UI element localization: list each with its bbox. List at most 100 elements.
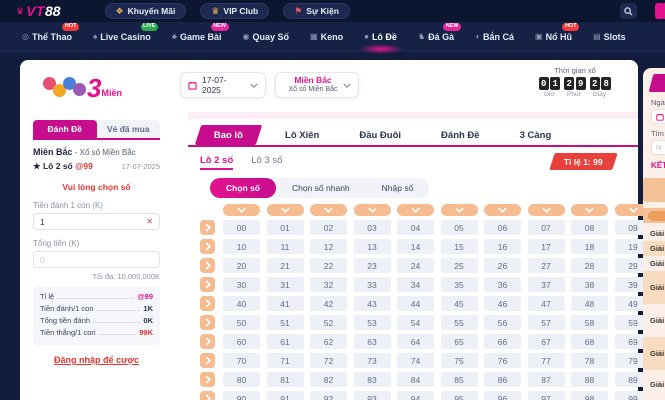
number-cell-46[interactable]: 46 [484, 296, 521, 311]
number-cell-28[interactable]: 28 [571, 258, 608, 273]
number-cell-21[interactable]: 21 [266, 258, 304, 273]
number-cell-96[interactable]: 96 [484, 391, 521, 400]
number-cell-07[interactable]: 07 [527, 220, 565, 235]
number-cell-18[interactable]: 18 [571, 239, 608, 254]
number-cell-24[interactable]: 24 [397, 258, 434, 273]
number-cell-48[interactable]: 48 [571, 296, 608, 311]
number-cell-85[interactable]: 85 [440, 372, 478, 387]
number-cell-30[interactable]: 30 [223, 277, 260, 292]
number-cell-98[interactable]: 98 [571, 391, 608, 400]
number-cell-58[interactable]: 58 [571, 315, 608, 330]
results-date-field[interactable] [651, 109, 665, 124]
number-cell-90[interactable]: 90 [223, 391, 260, 400]
column-select-6[interactable] [484, 204, 521, 216]
total-amount-input[interactable] [40, 254, 153, 265]
number-cell-49[interactable]: 49 [614, 296, 652, 311]
bet-amount-input[interactable] [40, 216, 147, 227]
number-cell-74[interactable]: 74 [397, 353, 434, 368]
number-cell-11[interactable]: 11 [266, 239, 304, 254]
number-cell-63[interactable]: 63 [353, 334, 391, 349]
column-select-3[interactable] [353, 204, 391, 216]
number-cell-81[interactable]: 81 [266, 372, 304, 387]
number-cell-05[interactable]: 05 [440, 220, 478, 235]
column-select-8[interactable] [571, 204, 608, 216]
number-cell-75[interactable]: 75 [440, 353, 478, 368]
number-cell-50[interactable]: 50 [223, 315, 260, 330]
number-cell-97[interactable]: 97 [527, 391, 565, 400]
number-cell-86[interactable]: 86 [484, 372, 521, 387]
number-cell-64[interactable]: 64 [397, 334, 434, 349]
nav-item-1[interactable]: ♠ Live Casino LIVE [93, 22, 158, 52]
column-select-1[interactable] [266, 204, 304, 216]
mode-pill-0[interactable]: Chọn số [210, 178, 276, 198]
subtab-0[interactable]: Lô 2 số [200, 155, 234, 170]
number-cell-09[interactable]: 09 [614, 220, 652, 235]
number-cell-78[interactable]: 78 [571, 353, 608, 368]
number-cell-84[interactable]: 84 [397, 372, 434, 387]
tab-1[interactable]: Lô Xiên [285, 129, 320, 141]
row-select-2[interactable] [200, 258, 215, 273]
number-cell-60[interactable]: 60 [223, 334, 260, 349]
number-cell-53[interactable]: 53 [353, 315, 391, 330]
menu-item-0[interactable]: ❖ Khuyến Mãi [104, 3, 187, 19]
tab-2[interactable]: Đầu Đuôi [359, 129, 402, 141]
tab-0[interactable]: Bao lô [194, 125, 263, 145]
number-cell-12[interactable]: 12 [310, 239, 347, 254]
number-cell-32[interactable]: 32 [310, 277, 347, 292]
number-cell-36[interactable]: 36 [484, 277, 521, 292]
column-select-7[interactable] [527, 204, 565, 216]
number-cell-55[interactable]: 55 [440, 315, 478, 330]
row-select-5[interactable] [200, 315, 215, 330]
number-cell-73[interactable]: 73 [353, 353, 391, 368]
nav-item-8[interactable]: ▣ Nổ Hũ HOT [535, 22, 580, 52]
nav-item-4[interactable]: ▦ Keno [310, 22, 343, 52]
nav-item-6[interactable]: ♞ Đá Gà NEW [418, 22, 462, 52]
results-panel-tab[interactable] [648, 74, 665, 92]
row-select-9[interactable] [200, 391, 215, 400]
number-cell-15[interactable]: 15 [440, 239, 478, 254]
number-cell-43[interactable]: 43 [353, 296, 391, 311]
number-cell-57[interactable]: 57 [527, 315, 565, 330]
number-cell-38[interactable]: 38 [571, 277, 608, 292]
number-cell-51[interactable]: 51 [266, 315, 304, 330]
number-cell-23[interactable]: 23 [353, 258, 391, 273]
number-cell-27[interactable]: 27 [527, 258, 565, 273]
number-cell-40[interactable]: 40 [223, 296, 260, 311]
login-cta-button[interactable] [655, 3, 665, 19]
row-select-7[interactable] [200, 353, 215, 368]
number-cell-59[interactable]: 59 [614, 315, 652, 330]
number-cell-01[interactable]: 01 [266, 220, 304, 235]
number-cell-87[interactable]: 87 [527, 372, 565, 387]
number-cell-62[interactable]: 62 [310, 334, 347, 349]
menu-item-1[interactable]: ♛ VIP Club [200, 3, 270, 19]
nav-item-9[interactable]: ▤ Slots [593, 22, 626, 52]
nav-item-7[interactable]: ◗ Bắn Cá [475, 22, 514, 52]
number-cell-88[interactable]: 88 [571, 372, 608, 387]
nav-item-5[interactable]: ● Lô Đề [357, 22, 404, 54]
number-cell-06[interactable]: 06 [484, 220, 521, 235]
nav-item-0[interactable]: ◎ Thể Thao HOT [22, 22, 79, 52]
number-cell-71[interactable]: 71 [266, 353, 304, 368]
row-select-1[interactable] [200, 239, 215, 254]
number-cell-99[interactable]: 99 [614, 391, 652, 400]
tab-ve-da-mua[interactable]: Vé đã mua [96, 120, 160, 138]
number-cell-77[interactable]: 77 [527, 353, 565, 368]
number-cell-95[interactable]: 95 [440, 391, 478, 400]
row-select-6[interactable] [200, 334, 215, 349]
nav-item-3[interactable]: ◉ Quay Số [243, 22, 290, 52]
number-cell-34[interactable]: 34 [397, 277, 434, 292]
number-cell-54[interactable]: 54 [397, 315, 434, 330]
row-select-8[interactable] [200, 372, 215, 387]
tab-4[interactable]: 3 Càng [519, 129, 552, 141]
number-cell-72[interactable]: 72 [310, 353, 347, 368]
number-cell-41[interactable]: 41 [266, 296, 304, 311]
clear-icon[interactable]: ✕ [146, 217, 153, 226]
tab-3[interactable]: Đánh Đề [441, 129, 480, 141]
number-cell-29[interactable]: 29 [614, 258, 652, 273]
number-cell-52[interactable]: 52 [310, 315, 347, 330]
number-cell-08[interactable]: 08 [571, 220, 608, 235]
column-select-4[interactable] [397, 204, 434, 216]
login-to-bet-link[interactable]: Đăng nhập để cược [54, 355, 139, 365]
column-select-0[interactable] [223, 204, 260, 216]
brand-logo[interactable]: ♛ VT 88 [16, 3, 61, 19]
